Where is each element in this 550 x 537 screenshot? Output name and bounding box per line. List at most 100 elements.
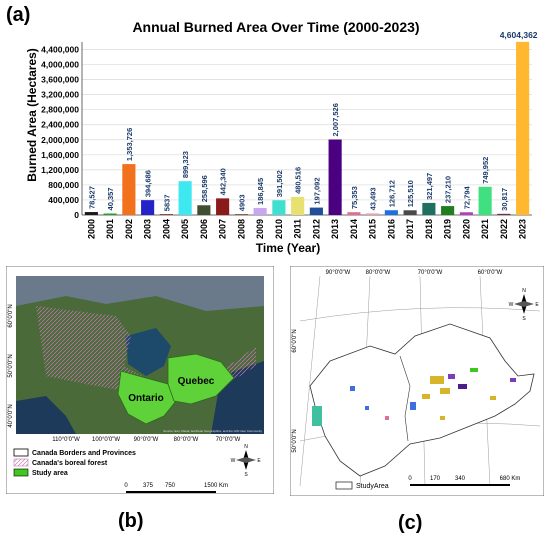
x-tick-label: 2021 (480, 219, 490, 239)
burn-patches (312, 368, 516, 426)
x-axis-label: Time (Year) (256, 241, 320, 255)
scale-label: 170 (430, 476, 441, 482)
data-label: 40,357 (106, 188, 115, 211)
lon-label: 80°0'0"W (366, 270, 391, 276)
bar (253, 207, 267, 215)
bar (141, 200, 155, 215)
x-tick-label: 2009 (255, 219, 265, 239)
scale-bar: 0 375 750 1500 Km (124, 483, 228, 493)
legend-swatch-studyarea (335, 481, 353, 490)
scale-label: 375 (143, 483, 154, 489)
data-label: 30,817 (500, 188, 509, 211)
lon-label: 80°0'0"W (174, 437, 199, 443)
data-label: 197,092 (312, 177, 321, 204)
bar (159, 214, 173, 215)
data-label: 258,596 (200, 175, 209, 202)
north-arrow-icon: N E S W (231, 444, 262, 478)
panel-a-label: (a) (6, 4, 31, 26)
data-label: 391,502 (275, 170, 284, 197)
scale-label: 0 (124, 483, 128, 489)
data-label: 899,323 (181, 151, 190, 178)
lat-label: 50°0'0"N (292, 429, 298, 452)
bar (403, 210, 417, 215)
y-tick-label: 400,000 (48, 195, 79, 205)
x-tick-label: 2018 (424, 219, 434, 239)
lat-label: 60°0'0"N (292, 329, 298, 352)
chart-title: Annual Burned Area Over Time (2000-2023) (132, 19, 419, 35)
legend-label-studyarea: StudyArea (356, 483, 389, 490)
scale-bar: 0 170 340 680 Km (408, 476, 520, 486)
x-tick-label: 2007 (218, 219, 228, 239)
data-label: 43,493 (369, 187, 378, 210)
data-label: 321,497 (425, 173, 434, 200)
bar (272, 200, 286, 215)
bar (459, 212, 473, 215)
y-tick-label: 800,000 (48, 180, 79, 190)
x-tick-label: 2000 (86, 219, 96, 239)
x-tick-label: 2019 (443, 219, 453, 239)
inner-boundary (399, 355, 411, 442)
scale-label: 1500 Km (204, 483, 228, 489)
bar (216, 198, 230, 215)
scale-label: 680 Km (500, 476, 521, 482)
data-label: 78,527 (87, 186, 96, 209)
canada-study-area-map: Ontario Quebec Source: Esri, Maxar, Eart… (6, 266, 274, 494)
x-tick-label: 2003 (143, 219, 153, 239)
study-area-outline (309, 323, 535, 477)
data-label: 126,712 (387, 180, 396, 207)
bar (197, 205, 211, 215)
x-tick-label: 2020 (461, 219, 471, 239)
bar (478, 186, 492, 215)
bar (328, 139, 342, 215)
y-axis-label: Burned Area (Hectares) (25, 48, 39, 182)
lat-label: 50°0'0"N (8, 354, 14, 377)
bar (122, 164, 136, 215)
x-tick-label: 2015 (368, 219, 378, 239)
x-tick-label: 2017 (405, 219, 415, 239)
x-tick-label: 2016 (386, 219, 396, 239)
bar (497, 213, 511, 215)
lon-label: 90°0'0"W (326, 270, 351, 276)
hudson-bay (126, 328, 171, 376)
y-tick-label: 0 (74, 210, 79, 220)
data-label: 480,516 (294, 167, 303, 194)
y-tick-label: 3,600,000 (41, 75, 79, 85)
bar (422, 202, 436, 215)
bar-chart: 0 400,000 800,000 1,200,000 1,600,000 2,000,0… (25, 19, 538, 255)
y-tick-label: 1,600,000 (41, 150, 79, 160)
x-tick-label: 2010 (274, 219, 284, 239)
bar (384, 210, 398, 215)
x-tick-label: 2004 (161, 219, 171, 239)
x-tick-label: 2022 (499, 219, 509, 239)
legend-swatch-study (13, 468, 29, 477)
legend-label-study: Study area (32, 470, 68, 477)
compass-s: S (522, 316, 526, 322)
y-tick-label: 2,000,000 (41, 135, 79, 145)
boreal-forest (36, 306, 256, 396)
y-tick-label: 2,400,000 (41, 120, 79, 130)
bar (309, 207, 323, 215)
study-area-ontario (117, 370, 177, 425)
region-label-ontario: Ontario (128, 393, 164, 404)
bar (291, 196, 305, 215)
data-label: 237,210 (444, 176, 453, 203)
x-tick-label: 2013 (330, 219, 340, 239)
study-area-burned-map: 90°0'0"W 80°0'0"W 70°0'0"W 60°0'0"W 60°0… (290, 266, 544, 496)
x-tick-label: 2006 (199, 219, 209, 239)
data-label: 72,794 (462, 185, 471, 209)
scale-label: 0 (408, 476, 412, 482)
x-tick-label: 2001 (105, 219, 115, 239)
panel-c-label: (c) (398, 512, 423, 534)
north-arrow-icon: N E S W (509, 288, 540, 322)
lon-label: 90°0'0"W (134, 437, 159, 443)
bar (347, 212, 361, 215)
y-tick-label: 2,800,000 (41, 105, 79, 115)
data-label: 2,007,526 (331, 103, 340, 136)
data-label: 5837 (162, 195, 171, 212)
bar (366, 213, 380, 215)
lat-label: 40°0'0"N (8, 404, 14, 427)
ocean-area (16, 396, 76, 434)
region-label-quebec: Quebec (178, 376, 215, 387)
x-tick-label: 2011 (293, 219, 303, 239)
map-credit: Source: Esri, Maxar, Earthstar Geographi… (163, 429, 262, 433)
